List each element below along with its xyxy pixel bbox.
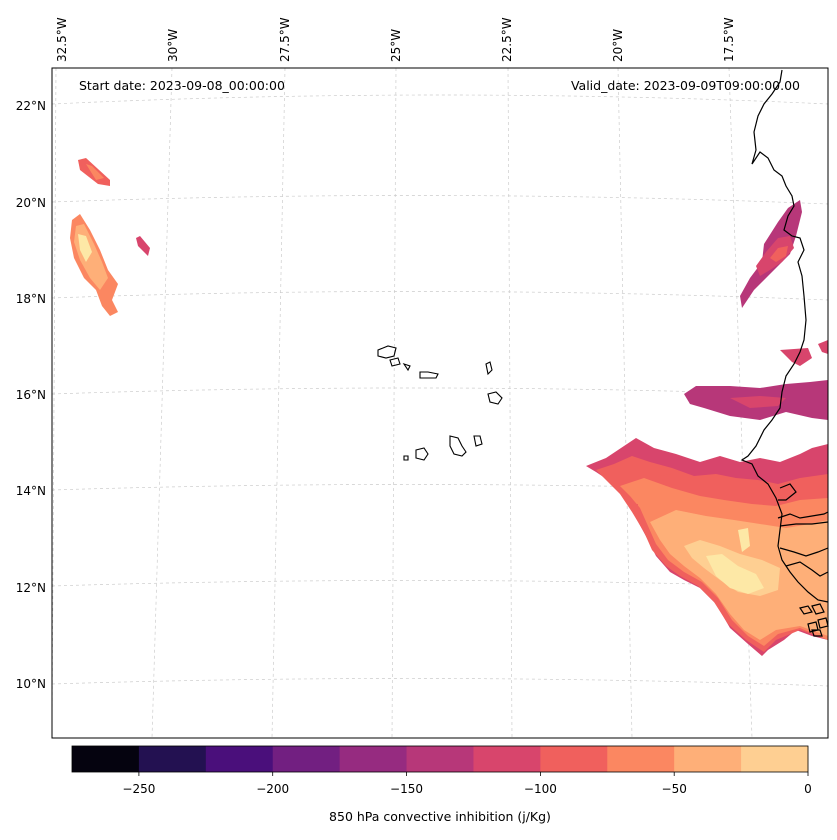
lat-label: 16°N <box>16 388 46 402</box>
island-sao-nicolau <box>419 371 439 379</box>
parallel-14n <box>51 484 829 493</box>
lat-label: 10°N <box>16 677 46 691</box>
colorbar-cell <box>741 746 809 772</box>
cin-patch <box>660 474 676 486</box>
colorbar-cell <box>339 746 408 772</box>
cin-patch <box>706 554 764 594</box>
colorbar-tick-labels: −250 −200 −150 −100 −50 0 <box>122 782 811 796</box>
colorbar-cell <box>205 746 274 772</box>
bijagos-island <box>811 603 825 615</box>
colorbar: −250 −200 −150 −100 −50 0 850 hPa convec… <box>71 745 812 824</box>
island-sao-vicente <box>389 357 401 367</box>
island-santo-antao <box>377 345 397 359</box>
lon-label: 30°W <box>166 29 180 62</box>
lat-label: 22°N <box>16 99 46 113</box>
lon-label: 25°W <box>389 29 403 62</box>
cin-patch <box>78 234 92 262</box>
colorbar-cell <box>72 746 140 772</box>
meridian-20w <box>617 67 633 739</box>
island-sal <box>485 361 493 376</box>
lon-label: 17.5°W <box>722 17 736 62</box>
meridian-25w <box>391 67 397 739</box>
colorbar-tick-label: −100 <box>524 782 557 796</box>
colorbar-tick-label: −200 <box>256 782 289 796</box>
valid-date-label: Valid_date: 2023-09-09T09:00:00.00 <box>571 78 800 93</box>
lat-label: 14°N <box>16 484 46 498</box>
lat-label: 20°N <box>16 196 46 210</box>
colorbar-tick-label: 0 <box>804 782 812 796</box>
island-santa-luzia <box>402 362 411 372</box>
coastlines <box>740 69 829 637</box>
colorbar-frame <box>71 745 809 773</box>
cin-patch <box>730 396 786 408</box>
parallel-12n <box>51 580 829 589</box>
island-brava <box>403 455 409 461</box>
colorbar-label: 850 hPa convective inhibition (j/Kg) <box>329 809 551 824</box>
parallel-20n <box>51 195 829 205</box>
island-maio <box>473 435 483 447</box>
colorbar-cell <box>138 746 207 772</box>
parallel-16n <box>51 387 829 397</box>
lon-label: 22.5°W <box>500 17 514 62</box>
cin-field-east <box>586 200 828 656</box>
meridian-30w <box>151 67 173 739</box>
colorbar-tick-label: −250 <box>122 782 155 796</box>
parallel-22n <box>51 94 829 105</box>
cin-patch <box>780 348 812 366</box>
cin-patch <box>770 246 788 262</box>
lon-labels: 32.5°W 30°W 27.5°W 25°W 22.5°W 20°W 17.5… <box>55 17 736 62</box>
colorbar-tick-label: −50 <box>662 782 687 796</box>
colorbar-cells <box>72 746 809 772</box>
meridian-22.5w <box>507 67 513 739</box>
cin-patch <box>86 164 104 180</box>
colorbar-cell <box>674 746 742 772</box>
island-santiago <box>449 435 467 457</box>
colorbar-cell <box>272 746 341 772</box>
cape-verde-islands <box>377 345 503 461</box>
cin-field-west <box>70 158 150 316</box>
lat-label: 18°N <box>16 292 46 306</box>
colorbar-cell <box>607 746 675 772</box>
cin-patch <box>632 504 638 510</box>
colorbar-cell <box>473 746 541 772</box>
colorbar-ticks <box>138 772 809 776</box>
bijagos-island <box>799 605 813 615</box>
lat-labels: 22°N 20°N 18°N 16°N 14°N 12°N 10°N <box>16 99 46 691</box>
guinea-bissau-outline <box>779 547 829 577</box>
island-fogo <box>415 447 429 461</box>
cin-patch <box>738 528 750 552</box>
bijagos-island <box>811 629 823 637</box>
meridian-32.5w <box>51 67 57 739</box>
map-frame <box>51 67 829 739</box>
colorbar-cell <box>540 746 608 772</box>
parallel-18n <box>51 291 829 301</box>
lat-label: 12°N <box>16 581 46 595</box>
meridian-27.5w <box>271 67 286 739</box>
lon-label: 32.5°W <box>55 17 69 62</box>
cin-patch <box>818 340 828 354</box>
start-date-label: Start date: 2023-09-08_00:00:00 <box>79 78 285 93</box>
cin-patch <box>136 236 150 256</box>
gambia-outline <box>777 511 829 527</box>
parallel-10n <box>51 678 829 687</box>
island-boa-vista <box>487 391 503 405</box>
colorbar-cell <box>406 746 474 772</box>
lon-label: 27.5°W <box>278 17 292 62</box>
border-outline <box>778 483 797 501</box>
colorbar-tick-label: −150 <box>390 782 423 796</box>
lon-label: 20°W <box>611 29 625 62</box>
